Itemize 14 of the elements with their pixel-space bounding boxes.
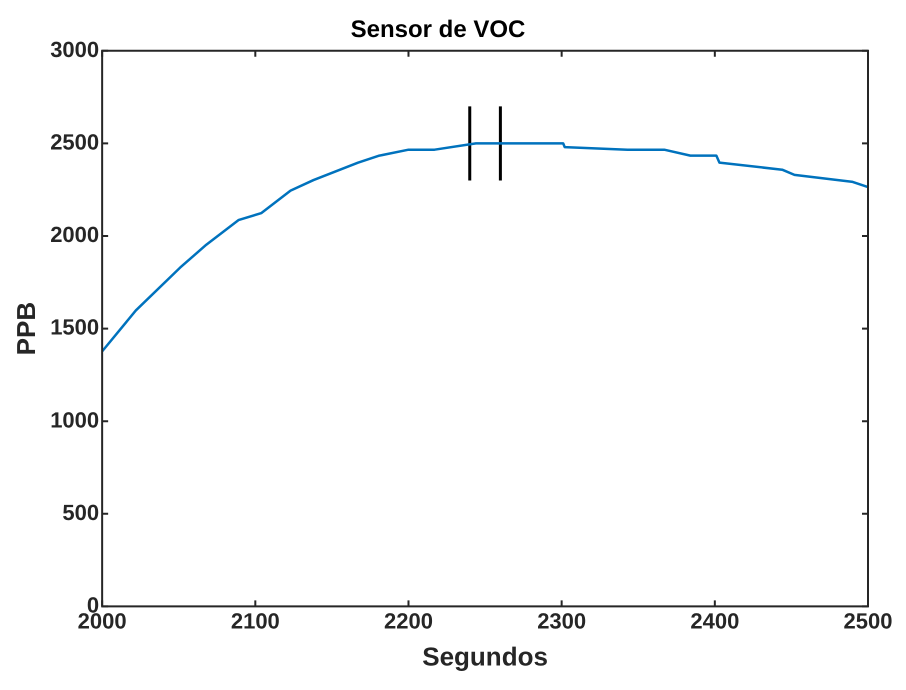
y-tick-label: 3000	[50, 36, 100, 62]
chart-title: Sensor de VOC	[350, 16, 526, 44]
y-axis-title: PPB	[10, 302, 41, 356]
y-tick-label: 2000	[50, 222, 100, 248]
y-tick-label: 2500	[50, 129, 100, 154]
x-tick-label: 2200	[384, 608, 433, 634]
y-tick-label: 500	[62, 500, 100, 525]
x-axis-title: Segundos	[422, 642, 548, 672]
x-tick-label: 2300	[537, 608, 586, 634]
x-tick-label: 2500	[844, 608, 892, 634]
y-tick-label: 1000	[50, 407, 100, 432]
x-tick-label: 2100	[230, 608, 280, 634]
x-tick-label: 2400	[690, 608, 740, 634]
y-tick-label: 1500	[50, 314, 100, 340]
